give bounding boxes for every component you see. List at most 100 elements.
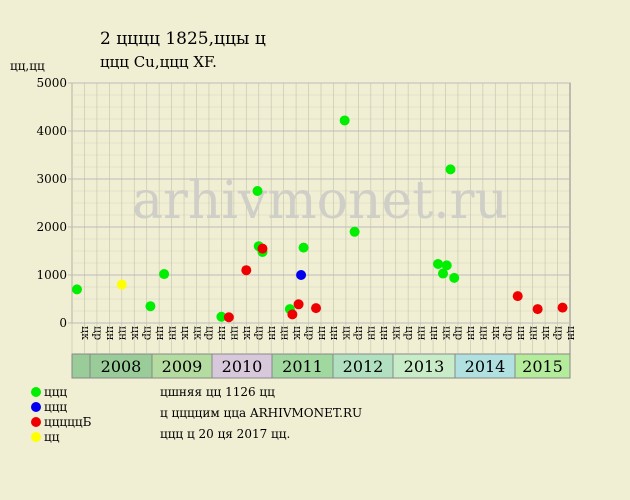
legend-marker: [31, 417, 41, 427]
column-label: цн: [366, 326, 379, 340]
point: [311, 303, 322, 314]
column-label: цн: [266, 326, 279, 340]
legend-marker: [31, 387, 41, 397]
point: [349, 226, 360, 237]
year-label: 2011: [282, 357, 323, 376]
column-label: цн: [316, 326, 329, 340]
legend-marker: [31, 402, 41, 412]
point: [445, 164, 456, 175]
year-band: [332, 353, 394, 379]
legend-label: цццццБ: [44, 415, 92, 429]
column-label: цк: [79, 326, 92, 340]
point: [216, 311, 227, 322]
point: [512, 291, 523, 302]
column-label: цк: [440, 326, 453, 340]
year-band: [89, 353, 153, 379]
column-label: цн: [117, 326, 130, 340]
y-tick-label: 2000: [36, 220, 67, 234]
point: [145, 301, 156, 312]
point: [298, 242, 309, 253]
column-label: цн: [428, 326, 441, 340]
year-label: 2012: [343, 357, 384, 376]
point: [287, 309, 298, 320]
point: [557, 302, 568, 313]
column-label: цн: [465, 326, 478, 340]
year-label: 2008: [101, 357, 142, 376]
year-band: [151, 353, 213, 379]
point: [159, 269, 170, 280]
column-label: цн: [154, 326, 167, 340]
watermark: arhivmonet.ru: [132, 171, 508, 231]
column-label: цр: [552, 326, 565, 340]
legend-label: ццц: [44, 385, 67, 399]
point: [441, 260, 452, 271]
column-label: цн: [478, 326, 491, 340]
point: [252, 186, 263, 196]
legend-label: ццц: [44, 400, 67, 414]
column-label: цн: [527, 326, 540, 340]
column-label: цн: [415, 326, 428, 340]
y-tick-label: 3000: [36, 172, 67, 186]
year-band: [514, 353, 571, 379]
column-label: цн: [278, 326, 291, 340]
year-label: 2009: [162, 357, 203, 376]
year-band: [454, 353, 516, 379]
point: [433, 258, 444, 269]
column-label: цн: [565, 326, 578, 340]
column-label: цк: [129, 326, 142, 340]
point: [71, 284, 82, 295]
y-tick-label: 0: [59, 316, 67, 330]
year-band: [71, 353, 91, 379]
column-label: цн: [104, 326, 117, 340]
column-label: цн: [166, 326, 179, 340]
column-label: цн: [229, 326, 242, 340]
column-label: цк: [179, 326, 192, 340]
point: [241, 265, 252, 276]
column-label: цр: [453, 326, 466, 340]
column-label: цр: [503, 326, 516, 340]
point: [223, 312, 234, 323]
column-label: цк: [241, 326, 254, 340]
column-label: цн: [378, 326, 391, 340]
legend-label: цц: [44, 430, 60, 444]
point: [438, 268, 449, 279]
column-label: цн: [515, 326, 528, 340]
column-label: цк: [390, 326, 403, 340]
point: [116, 279, 127, 290]
year-label: 2013: [404, 357, 445, 376]
year-label: 2014: [465, 357, 506, 376]
legend-marker: [31, 432, 41, 442]
column-label: цр: [204, 326, 217, 340]
column-label: цр: [303, 326, 316, 340]
y-tick-label: 4000: [36, 124, 67, 138]
column-label: цк: [341, 326, 354, 340]
year-band: [271, 353, 334, 379]
year-label: 2010: [222, 357, 263, 376]
column-label: цк: [540, 326, 553, 340]
point: [257, 243, 268, 254]
point: [293, 299, 304, 310]
column-label: цн: [216, 326, 229, 340]
column-label: цк: [191, 326, 204, 340]
footer-text: ццц ц 20 ця 2017 цц.: [160, 427, 290, 441]
y-axis-label: цц,цц: [10, 59, 45, 73]
y-tick-label: 5000: [36, 76, 67, 90]
column-label: цр: [92, 326, 105, 340]
footer-text: ц ццццим цца ARHIVMONET.RU: [160, 406, 362, 420]
column-label: цр: [141, 326, 154, 340]
point: [296, 270, 307, 280]
column-label: цр: [254, 326, 267, 340]
chart-subtitle: ццц Cu,ццц XF.: [100, 53, 217, 71]
year-label: 2015: [522, 357, 563, 376]
point: [449, 272, 460, 283]
footer-text: цшняя цц 1126 цц: [160, 385, 275, 399]
y-tick-label: 1000: [36, 268, 67, 282]
point: [532, 304, 543, 315]
point: [339, 115, 350, 126]
column-label: цк: [291, 326, 304, 340]
column-label: цр: [403, 326, 416, 340]
column-label: цр: [353, 326, 366, 340]
chart-title: 2 цццц 1825,ццы ц: [100, 29, 266, 49]
